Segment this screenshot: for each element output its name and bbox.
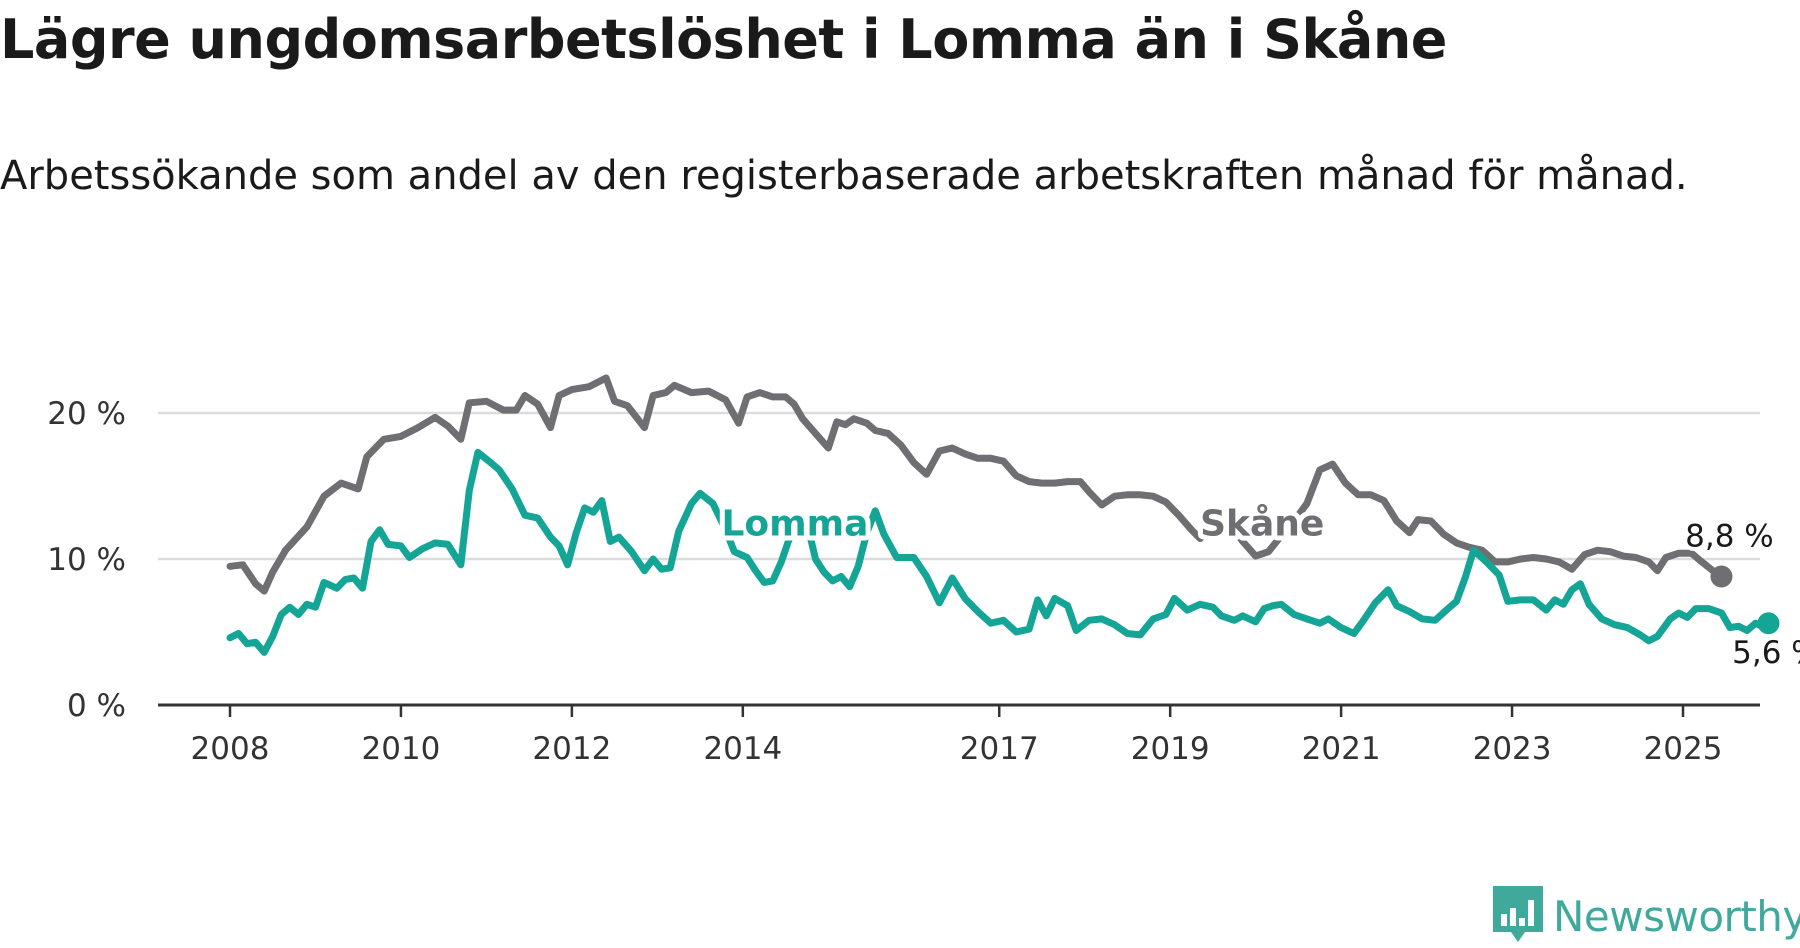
- x-tick-label: 2021: [1302, 731, 1381, 767]
- x-tick-label: 2010: [361, 731, 440, 767]
- end-value-label: 5,6 %: [1732, 635, 1800, 671]
- lomma-series-label: Lomma: [721, 504, 868, 545]
- brand-name: Newsworthy: [1553, 891, 1800, 941]
- x-tick-label: 2025: [1644, 731, 1723, 767]
- y-tick-label: 20 %: [47, 396, 126, 432]
- end-value-label-halo: 5,6 %: [1732, 635, 1800, 671]
- x-tick-label: 2014: [703, 731, 782, 767]
- chart-subtitle: Arbetssökande som andel av den registerb…: [0, 153, 1688, 199]
- lomma-line: [226, 448, 1772, 656]
- y-tick-label: 0 %: [67, 688, 126, 724]
- newsworthy-logo: Newsworthy: [1493, 886, 1800, 946]
- axes: 0 % 10 % 20 % 2008 2010 2012 2014 2017 2019 2021 2…: [47, 396, 1760, 767]
- x-tick-label: 2023: [1473, 731, 1552, 767]
- lomma-series-label-halo: Lomma: [721, 504, 868, 545]
- skne-end-marker: [1710, 565, 1733, 588]
- x-tick-label: 2012: [532, 731, 611, 767]
- y-tick-label: 10 %: [47, 542, 126, 578]
- x-tick-label: 2017: [960, 731, 1039, 767]
- end-value-label: 8,8 %: [1685, 519, 1774, 555]
- skane-series-label: Skåne: [1200, 504, 1324, 545]
- x-tick-label: 2008: [191, 731, 270, 767]
- newsworthy-logo-icon: [1493, 886, 1543, 942]
- series-lines: [226, 374, 1772, 656]
- end-value-label-halo: 8,8 %: [1685, 519, 1774, 555]
- chart-title: Lägre ungdomsarbetslöshet i Lomma än i S…: [0, 8, 1447, 71]
- lomma-end-marker: [1757, 612, 1780, 635]
- x-tick-label: 2019: [1131, 731, 1210, 767]
- skne-line: [226, 374, 1725, 595]
- skane-series-label-halo: Skåne: [1200, 504, 1324, 545]
